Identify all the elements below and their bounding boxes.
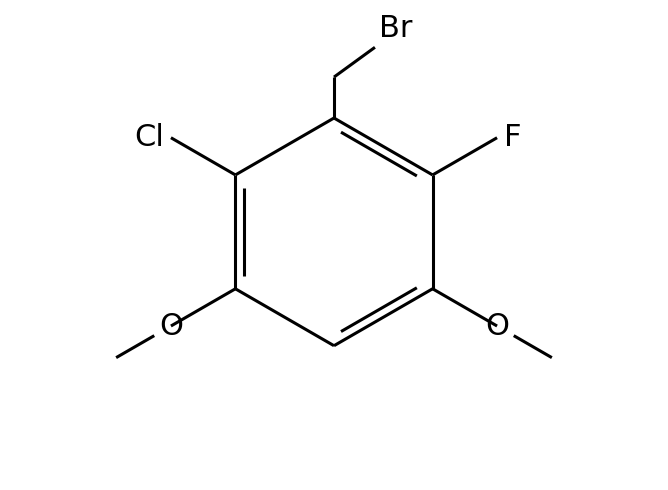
Text: F: F (504, 123, 522, 152)
Text: O: O (159, 312, 183, 341)
Text: Cl: Cl (134, 123, 164, 152)
Text: O: O (485, 312, 509, 341)
Text: Br: Br (379, 14, 413, 43)
